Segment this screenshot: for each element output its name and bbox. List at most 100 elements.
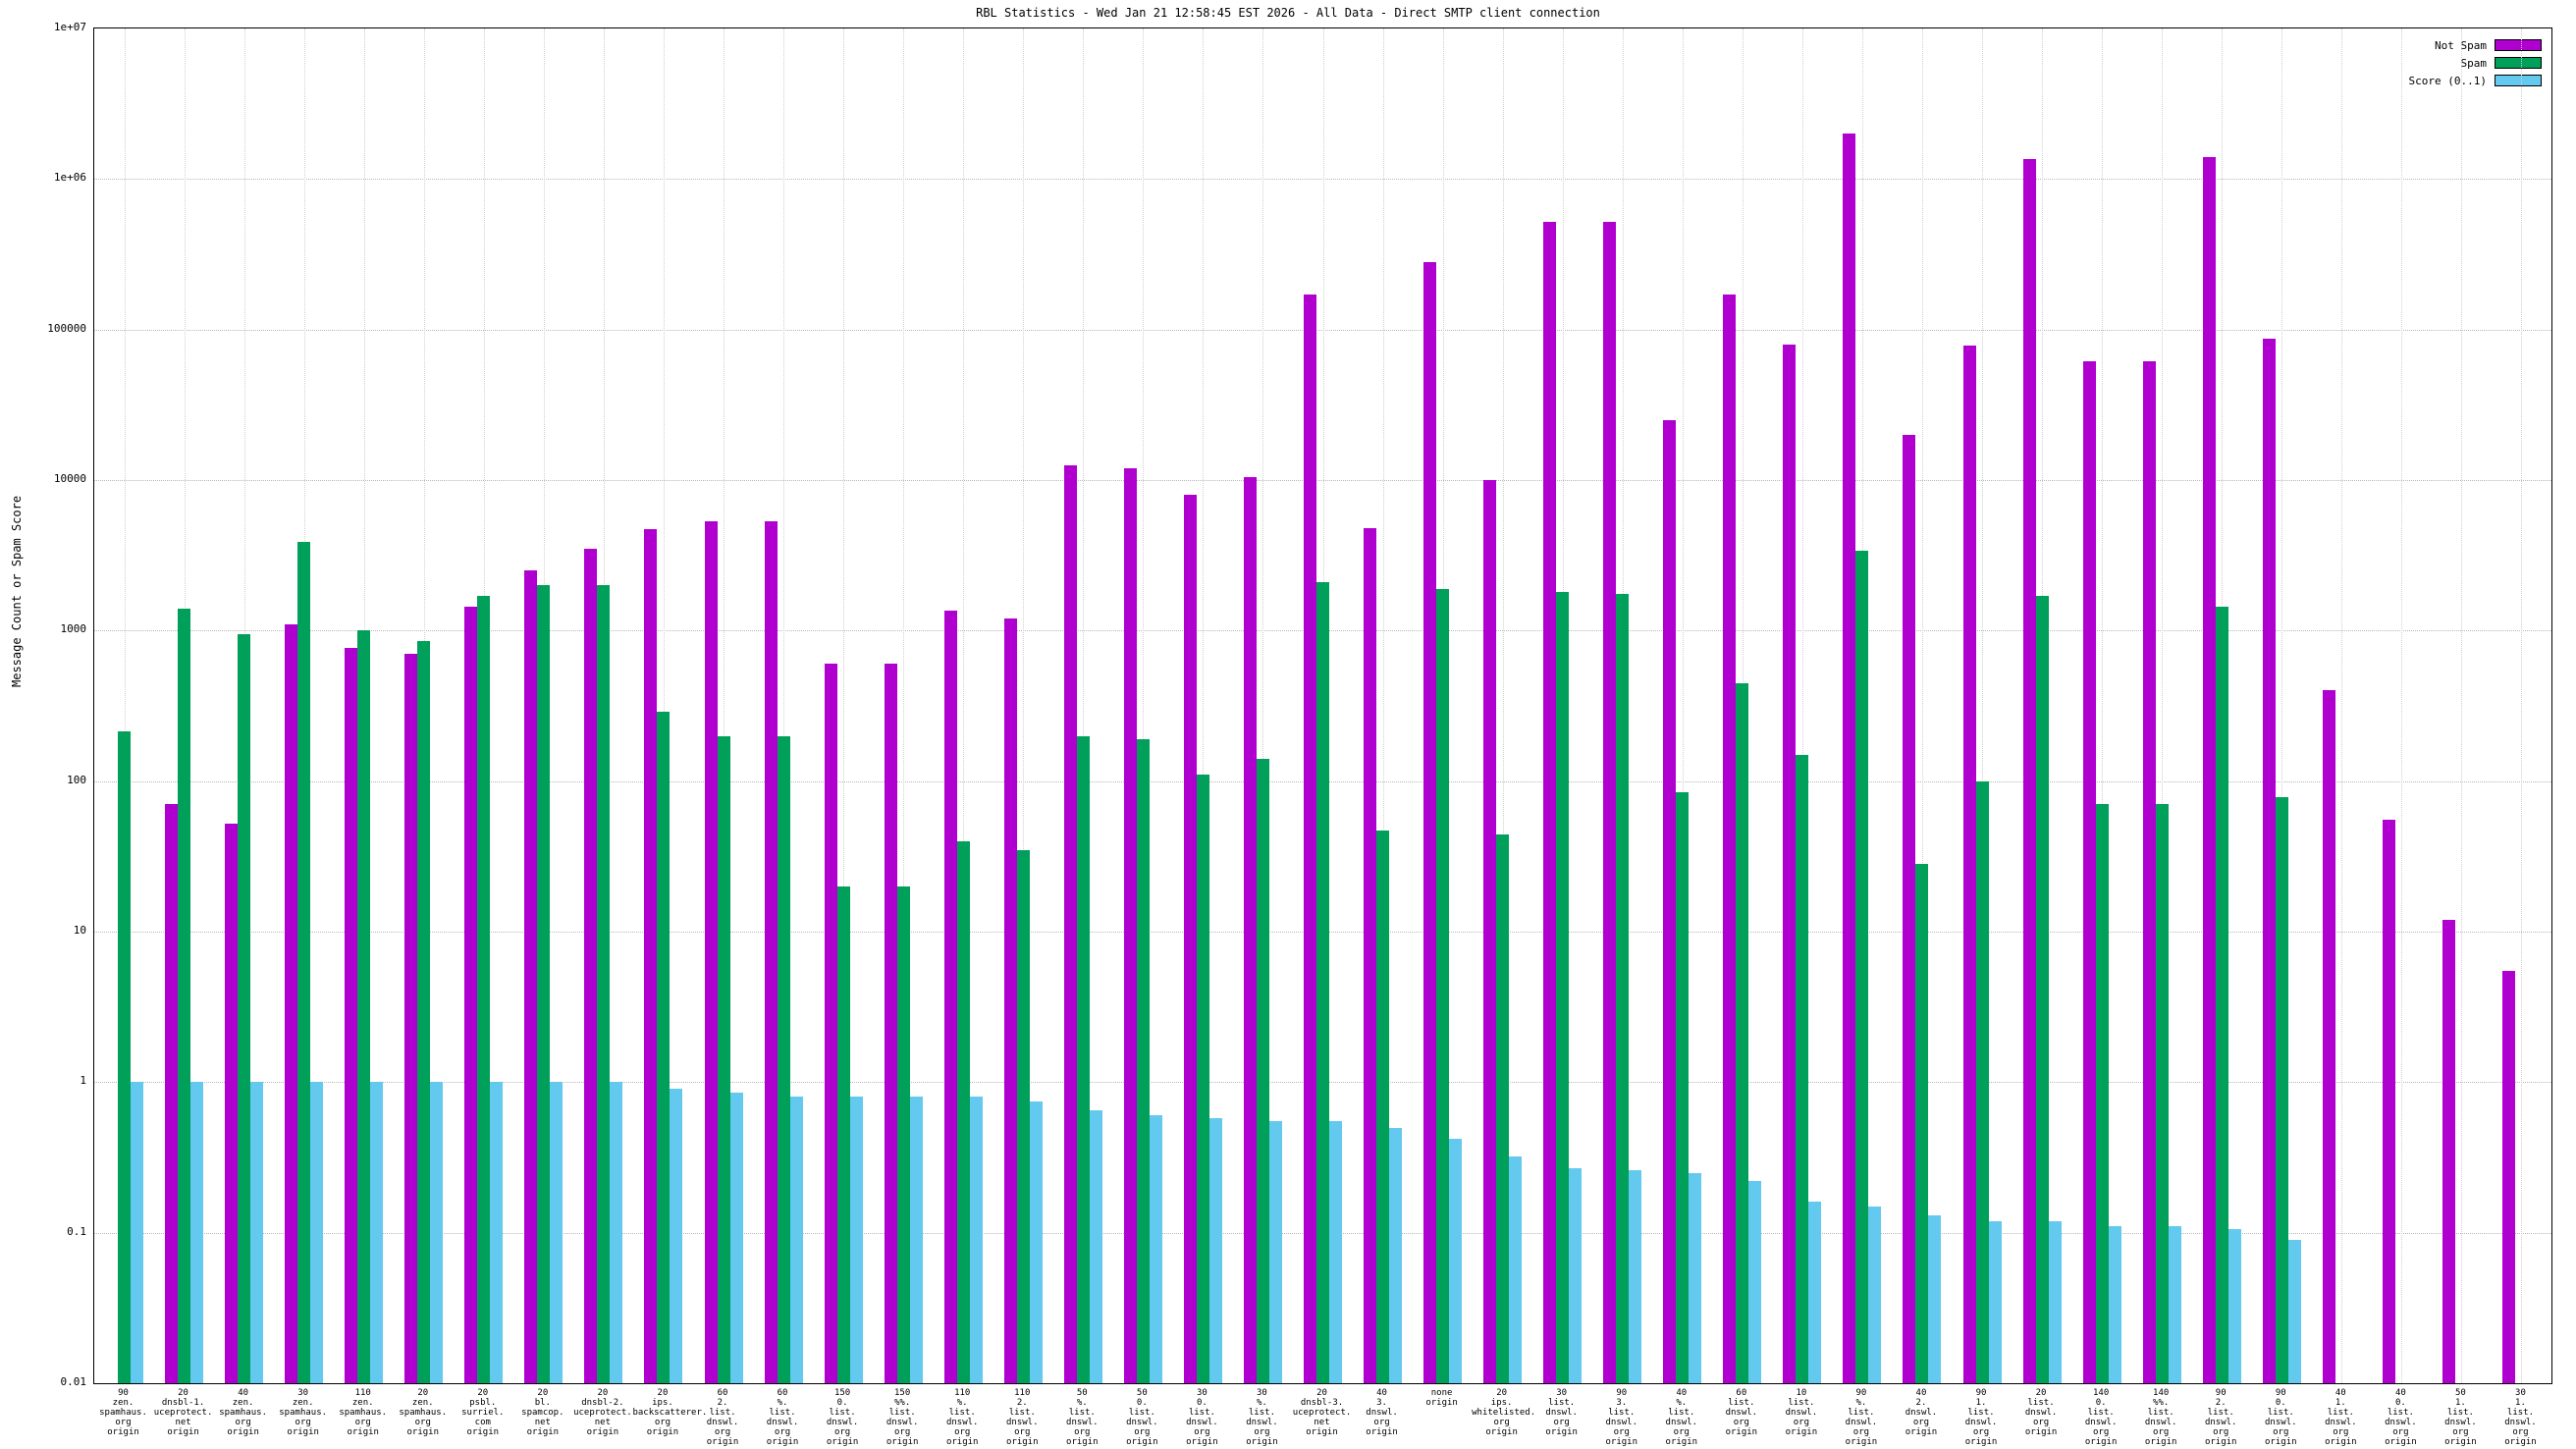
x-axis-label-line: 90	[118, 1388, 129, 1398]
bar-not-spam	[345, 647, 358, 1383]
bar-spam	[1376, 830, 1390, 1383]
x-axis-label-line: 40	[1676, 1388, 1688, 1398]
x-axis-label-line: org	[1014, 1427, 1031, 1437]
x-axis-label: 110%. list. dnswl. org origin	[933, 1388, 993, 1447]
bar-spam	[1256, 759, 1269, 1383]
x-axis-label-line: list.	[1967, 1408, 1995, 1418]
x-axis-label-line: org	[954, 1427, 971, 1437]
x-axis-label-line: origin	[1306, 1427, 1338, 1437]
x-axis-label: 40 1. list. dnswl. org origin	[2311, 1388, 2371, 1447]
x-axis-label-line: dnswl.	[1964, 1418, 1998, 1427]
x-axis-label-line: dnswl.	[2444, 1418, 2477, 1427]
x-axis-label-line: 2.	[717, 1398, 728, 1408]
bar-spam	[2155, 804, 2169, 1383]
bar-spam	[1676, 791, 1690, 1383]
gridline-vertical	[2461, 28, 2463, 1383]
bar-score	[2168, 1226, 2181, 1383]
bar-spam	[1975, 780, 1989, 1383]
x-axis-label-line: backscatterer.	[632, 1408, 708, 1418]
x-axis-label-line: %.	[1076, 1398, 1088, 1408]
x-axis-label-line: org	[1493, 1418, 1510, 1427]
x-axis-label: 20 zen. spamhaus. org origin	[393, 1388, 453, 1437]
x-axis-label-line: list.	[1788, 1398, 1815, 1408]
x-axis-label-line: dnswl.	[2024, 1408, 2058, 1418]
bar-score	[1689, 1172, 1702, 1383]
x-axis-label-line: 150	[894, 1388, 911, 1398]
x-axis-label: 110 2. list. dnswl. org origin	[993, 1388, 1052, 1447]
x-axis-label-line: list.	[2267, 1408, 2294, 1418]
bar-spam	[836, 886, 850, 1383]
x-axis-label-line: org	[2273, 1427, 2289, 1437]
x-axis-label: 20 bl. spamcop. net origin	[512, 1388, 572, 1437]
bar-spam	[1915, 864, 1929, 1383]
x-axis-label-line: origin	[107, 1427, 139, 1437]
x-axis-label-line: list.	[769, 1408, 796, 1418]
x-axis-label: 30 1. list. dnswl. org origin	[2491, 1388, 2550, 1447]
x-axis-label-line: list.	[888, 1408, 916, 1418]
x-axis-label-line: list.	[2027, 1398, 2055, 1408]
x-axis-label-line: 40	[2394, 1388, 2406, 1398]
x-axis-label-line: net	[534, 1418, 551, 1427]
gridline-vertical	[1023, 28, 1025, 1383]
bar-score	[969, 1097, 983, 1383]
gridline-vertical	[1382, 28, 1384, 1383]
x-axis-label-line: dnswl.	[1126, 1418, 1158, 1427]
bar-score	[1509, 1156, 1523, 1383]
x-axis-label-line: %.	[777, 1398, 788, 1408]
x-axis-label-line: origin	[2024, 1427, 2058, 1437]
x-axis-label-line: uceprotect.	[153, 1408, 213, 1418]
bar-not-spam	[943, 611, 957, 1383]
bar-spam	[597, 585, 611, 1383]
x-axis-label-line: net	[175, 1418, 191, 1427]
legend: Not Spam Spam Score (0..1)	[2409, 36, 2542, 89]
x-axis-label-line: dnswl.	[2204, 1418, 2237, 1427]
x-axis-label-line: dnsbl-3.	[1300, 1398, 1344, 1408]
x-axis-label-line: org	[1972, 1427, 1990, 1437]
x-axis-label-line: origin	[706, 1437, 739, 1447]
x-axis-label-line: net	[594, 1418, 612, 1427]
bar-not-spam	[524, 570, 538, 1383]
bar-not-spam	[285, 624, 298, 1383]
x-axis-label-line: 0.	[2095, 1398, 2107, 1408]
x-axis-label-line: list.	[2387, 1408, 2414, 1418]
gridline-vertical	[1982, 28, 1984, 1383]
x-axis-label: 50 0. list. dnswl. org origin	[1112, 1388, 1172, 1447]
gridline-vertical	[903, 28, 905, 1383]
x-axis-label-line: 20	[2035, 1388, 2047, 1398]
x-axis-label-line: zen.	[292, 1398, 314, 1408]
x-axis-label-line: dnswl.	[2144, 1418, 2177, 1427]
x-axis-label: 90 zen. spamhaus. org origin	[93, 1388, 153, 1437]
x-axis-label-line: origin	[2084, 1437, 2118, 1447]
x-axis-label-line: psbl.	[469, 1398, 497, 1408]
gridline-vertical	[2341, 28, 2343, 1383]
x-axis-label-line: origin	[2444, 1437, 2477, 1447]
legend-swatch	[2495, 39, 2542, 51]
x-axis-label-line: 0.	[1136, 1398, 1148, 1408]
bar-score	[1149, 1115, 1162, 1383]
x-axis-label-line: 2.	[1016, 1398, 1028, 1408]
bar-not-spam	[1843, 134, 1856, 1383]
bar-spam	[1316, 581, 1329, 1383]
x-axis-label-line: 110	[954, 1388, 971, 1398]
bar-spam	[238, 633, 251, 1383]
bar-not-spam	[1903, 434, 1916, 1383]
bar-score	[2227, 1229, 2241, 1383]
x-axis-label-line: dnswl.	[1066, 1418, 1099, 1427]
x-axis-label-line: org	[1793, 1418, 1810, 1427]
x-axis-label-line: 110	[354, 1388, 371, 1398]
bar-spam	[477, 596, 491, 1383]
chart-title: RBL Statistics - Wed Jan 21 12:58:45 EST…	[976, 6, 1600, 20]
bar-not-spam	[1304, 295, 1316, 1383]
x-axis-label-line: 40	[1376, 1388, 1387, 1398]
x-axis-label-line: dnswl.	[1665, 1418, 1698, 1427]
bar-not-spam	[1783, 344, 1797, 1383]
y-axis-tick: 0.1	[67, 1224, 86, 1238]
bar-not-spam	[2142, 360, 2156, 1383]
x-axis-label: 150 0. list. dnswl. org origin	[813, 1388, 873, 1447]
bar-spam	[1196, 775, 1209, 1383]
bar-score	[1029, 1100, 1043, 1383]
bar-score	[370, 1082, 384, 1383]
x-axis-label-line: list.	[2207, 1408, 2234, 1418]
x-axis-label: 140 0. list. dnswl. org origin	[2071, 1388, 2131, 1447]
